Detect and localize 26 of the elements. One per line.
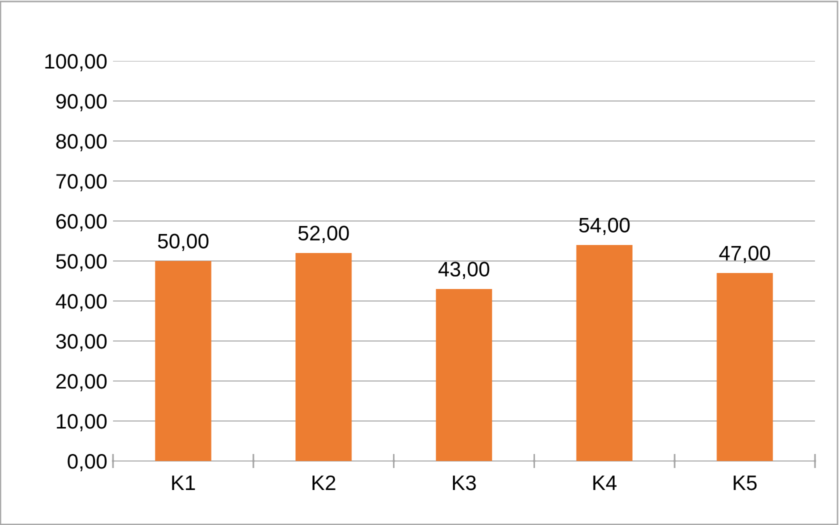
bar (436, 289, 492, 461)
y-tick-label: 100,00 (45, 54, 107, 72)
data-label: 43,00 (438, 262, 490, 280)
data-label: 54,00 (579, 218, 630, 236)
data-label: 47,00 (719, 246, 770, 264)
bar (296, 253, 352, 461)
x-tick-label: K2 (312, 475, 336, 490)
bar (576, 245, 632, 461)
y-tick-label: 80,00 (56, 134, 107, 152)
y-tick-label: 90,00 (56, 94, 107, 112)
y-tick-label: 0,00 (68, 454, 107, 472)
y-tick-label: 50,00 (56, 254, 107, 272)
bar (155, 261, 212, 461)
x-tick-label: K3 (452, 475, 476, 490)
x-tick-label: K5 (734, 476, 757, 490)
y-tick-label: 10,00 (56, 414, 107, 432)
y-tick-label: 30,00 (56, 334, 107, 352)
x-tick-label: K1 (172, 476, 195, 490)
x-tick-label: K4 (593, 476, 617, 490)
data-label: 50,00 (158, 234, 208, 252)
bar (716, 273, 773, 461)
y-tick-label: 40,00 (56, 294, 107, 312)
y-tick-label: 70,00 (56, 174, 107, 192)
data-label: 52,00 (298, 226, 349, 244)
y-tick-label: 20,00 (56, 374, 107, 392)
y-tick-label: 60,00 (56, 214, 107, 232)
